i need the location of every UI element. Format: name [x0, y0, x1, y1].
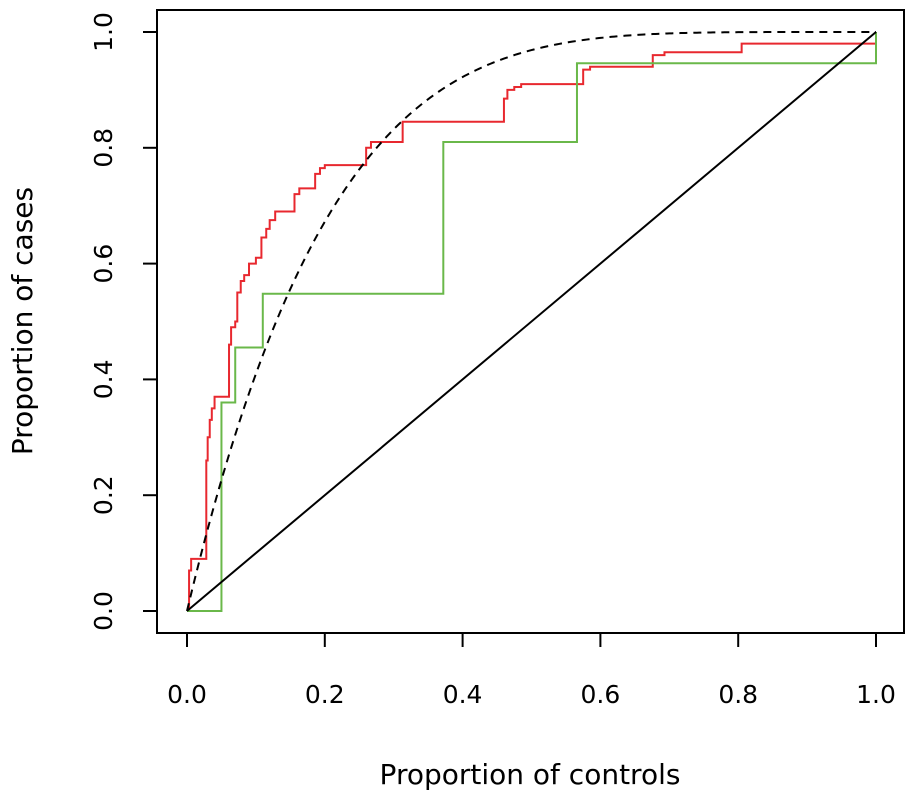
x-tick-label: 0.2	[305, 680, 345, 709]
y-axis: 0.0 0.2 0.4 0.6 0.8 1.0	[89, 12, 158, 631]
x-tick-label: 0.6	[581, 680, 621, 709]
y-tick-label: 0.0	[89, 591, 118, 631]
x-axis-title: Proportion of controls	[380, 758, 681, 791]
x-tick-label: 1.0	[856, 680, 896, 709]
fitted-curve-line	[186, 31, 876, 612]
y-tick-label: 0.6	[89, 244, 118, 284]
series-layer	[186, 31, 877, 612]
red-roc-line	[187, 32, 877, 612]
green-roc-line	[187, 32, 877, 612]
y-tick-label: 1.0	[89, 12, 118, 52]
x-axis: 0.0 0.2 0.4 0.6 0.8 1.0	[167, 632, 896, 709]
x-tick-label: 0.8	[718, 680, 758, 709]
y-axis-title: Proportion of cases	[6, 187, 39, 455]
y-tick-label: 0.8	[89, 128, 118, 168]
y-tick-label: 0.4	[89, 360, 118, 400]
x-tick-label: 0.4	[443, 680, 483, 709]
x-tick-label: 0.0	[167, 680, 207, 709]
y-tick-label: 0.2	[89, 475, 118, 515]
diagonal-line	[186, 31, 877, 612]
